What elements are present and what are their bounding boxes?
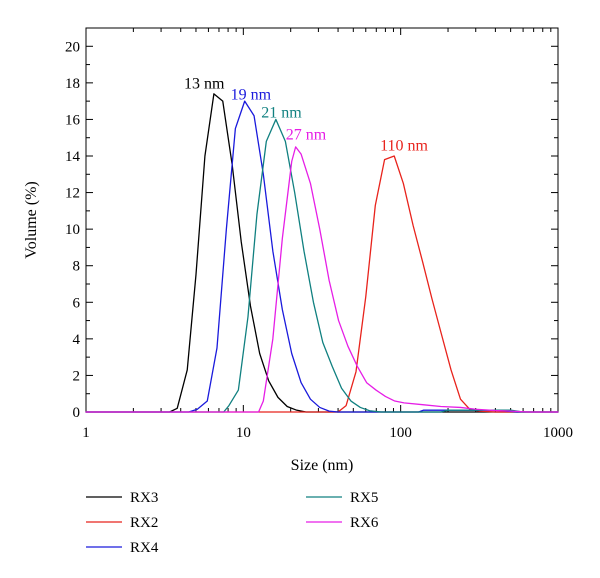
legend-item-rx4: RX4 [86, 540, 159, 556]
legend-item-rx6: RX6 [306, 515, 379, 531]
series-layer [85, 93, 559, 413]
plot-area [85, 27, 559, 413]
legend-label: RX3 [130, 490, 158, 506]
x-tick-label: 100 [389, 425, 412, 441]
series-line-rx6 [85, 146, 559, 413]
series-line-rx5 [85, 118, 559, 413]
legend-item-rx5: RX5 [306, 490, 378, 506]
x-axis-label: Size (nm) [291, 457, 354, 474]
legend-item-rx2: RX2 [86, 515, 158, 531]
legend-label: RX6 [350, 515, 379, 531]
legend-label: RX5 [350, 490, 378, 506]
y-tick-label: 20 [65, 39, 80, 55]
series-line-rx4 [85, 100, 559, 413]
x-tick-label: 1000 [543, 425, 573, 441]
x-tick-label: 10 [236, 425, 251, 441]
y-tick-label: 2 [73, 368, 81, 384]
y-axis-label: Volume (%) [23, 181, 40, 258]
y-tick-label: 18 [65, 76, 80, 92]
y-tick-label: 16 [65, 112, 81, 128]
y-tick-label: 14 [65, 149, 81, 165]
x-axis: 1 10 100 1000 [82, 28, 573, 441]
annotation-layer: 13 nm 19 nm 21 nm 27 nm 110 nm [184, 75, 428, 154]
y-tick-label: 4 [73, 332, 81, 348]
peak-annotation: 27 nm [286, 127, 327, 144]
peak-annotation: 21 nm [261, 105, 302, 122]
peak-annotation: 13 nm [184, 75, 225, 92]
y-tick-label: 8 [73, 259, 81, 275]
y-tick-label: 0 [73, 405, 81, 421]
legend-item-rx3: RX3 [86, 490, 158, 506]
legend: RX3 RX2 RX4 RX5 RX6 [86, 490, 379, 556]
series-line-rx2 [85, 155, 559, 413]
x-tick-label: 1 [82, 425, 90, 441]
y-tick-label: 6 [73, 295, 81, 311]
peak-annotation: 19 nm [231, 86, 272, 103]
y-axis: 0 2 4 6 8 10 12 14 16 18 20 [65, 27, 558, 421]
y-tick-label: 12 [65, 186, 80, 202]
legend-label: RX4 [130, 540, 159, 556]
plot-frame [85, 27, 559, 413]
peak-annotation: 110 nm [380, 138, 428, 155]
y-tick-label: 10 [65, 222, 80, 238]
series-line-rx3 [85, 93, 559, 413]
legend-label: RX2 [130, 515, 158, 531]
